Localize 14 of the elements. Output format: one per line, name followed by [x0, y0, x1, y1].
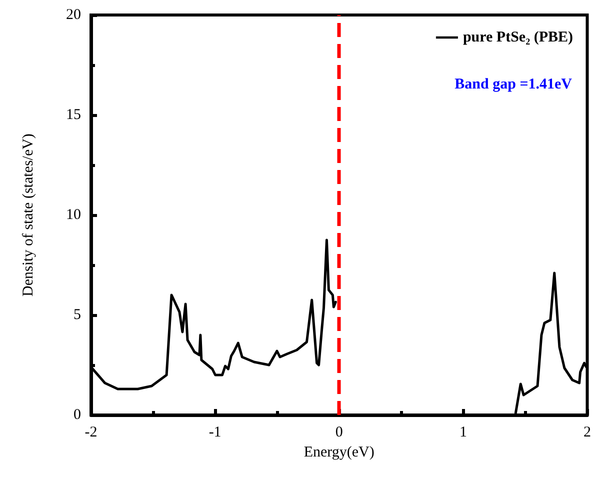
x-tick-label: 1	[459, 424, 467, 440]
x-axis-title: Energy(eV)	[304, 444, 374, 460]
y-tick-label: 20	[66, 7, 81, 23]
x-tick-label: -2	[84, 424, 98, 440]
legend-label: pure PtSe₂ (PBE)	[462, 30, 574, 46]
y-tick-label: 10	[66, 207, 81, 223]
x-tick-label: 0	[335, 424, 343, 440]
y-tick-label: 5	[74, 307, 81, 323]
y-axis-title: Density of state (states/eV)	[20, 134, 36, 296]
y-tick-label: 0	[74, 407, 81, 423]
x-tick-label: 2	[584, 424, 591, 440]
annotation: Band gap =1.41eV	[454, 76, 572, 92]
y-tick-label: 15	[66, 107, 81, 123]
x-tick-label: -1	[208, 424, 222, 440]
